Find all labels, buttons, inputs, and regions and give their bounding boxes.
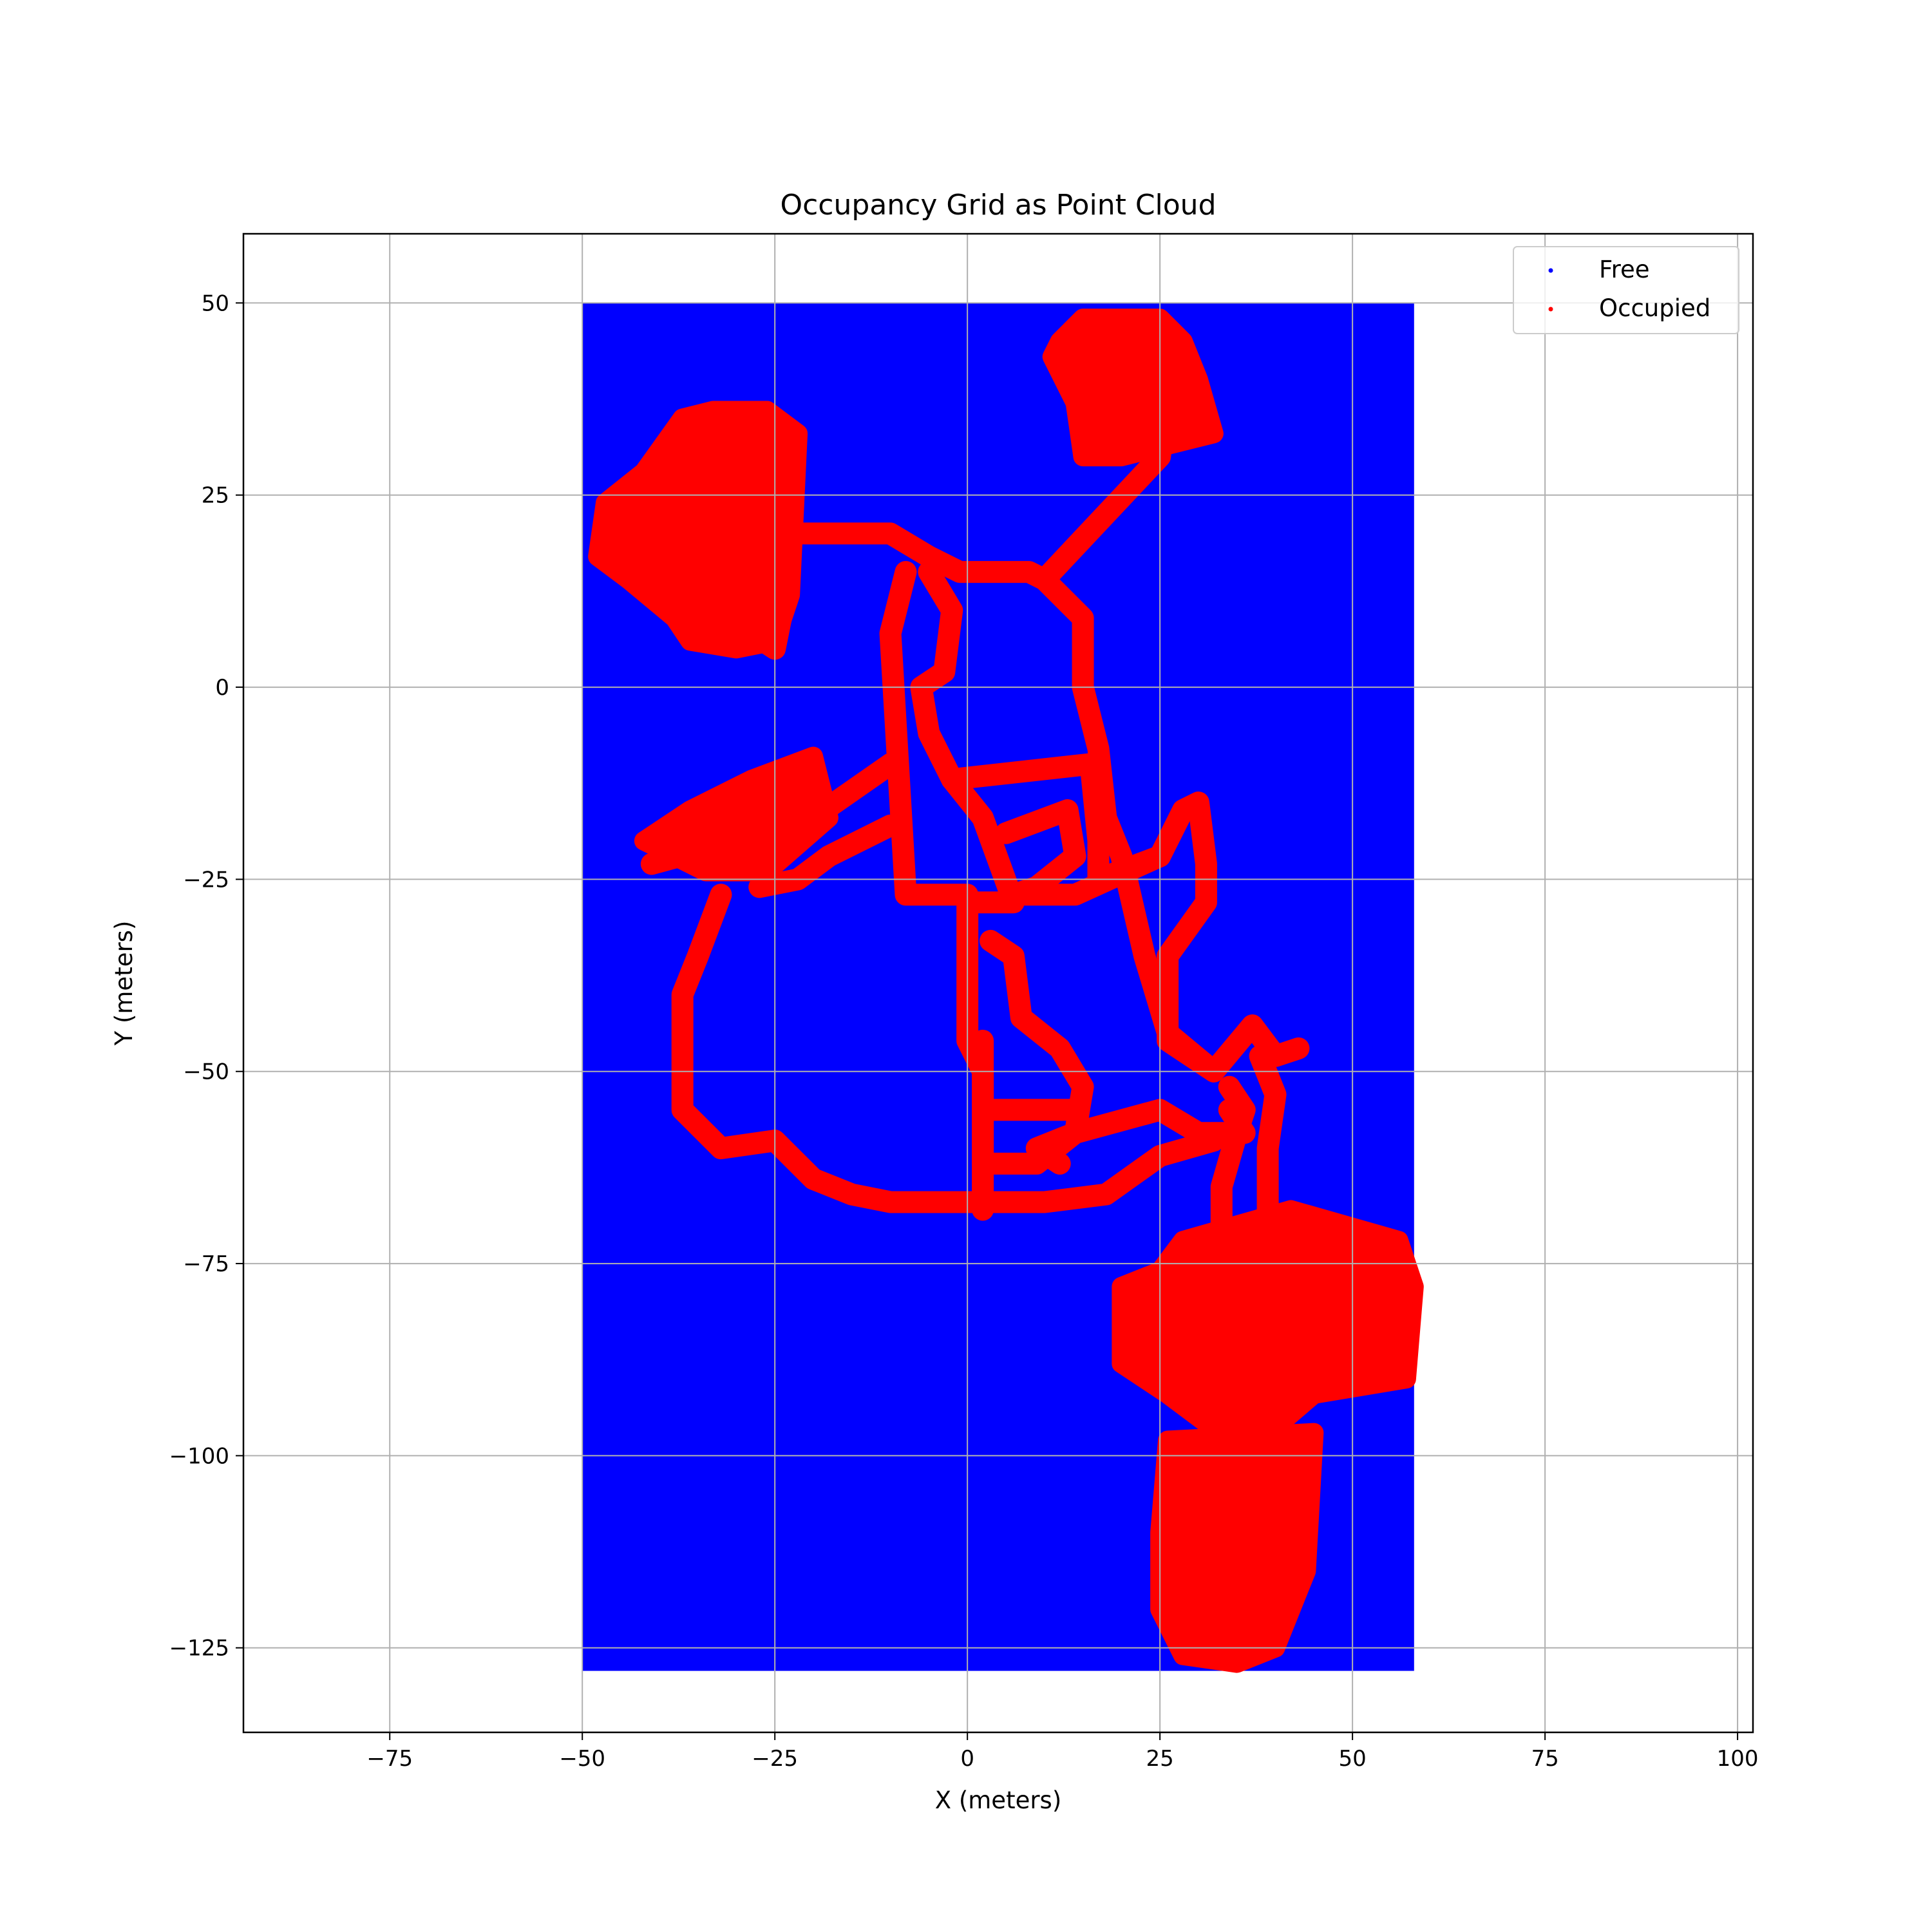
x-tick-label: −50 [559,1746,605,1772]
y-tick-label: 25 [202,483,229,509]
x-tick-label: 50 [1338,1746,1366,1772]
x-tick-label: 25 [1146,1746,1174,1772]
x-tick-label: −75 [366,1746,413,1772]
chart-title: Occupancy Grid as Point Cloud [780,189,1216,222]
occupied-corridor-13 [1210,1075,1256,1252]
x-axis-title: X (meters) [935,1786,1062,1814]
x-tick-label: −25 [752,1746,798,1772]
y-tick-label: −125 [169,1636,229,1662]
legend-occupied-label: Occupied [1599,294,1710,322]
plot-frame [242,232,1754,1734]
y-tick-label: −100 [169,1443,229,1469]
y-axis-title: Y (meters) [110,921,138,1046]
occupied-corridor-0 [787,522,1225,1083]
occupied-area-0 [1042,308,1224,467]
y-tick-label: 50 [202,290,229,316]
y-tick-label: −50 [183,1059,229,1085]
occupied-corridor-14 [1249,1045,1287,1252]
occupied-area-3 [588,401,808,659]
occupied-corridor-12 [1157,945,1310,1083]
legend-occupied-marker [1548,307,1553,312]
x-tick-label: 0 [960,1746,974,1772]
occupied-corridor-11 [671,884,1225,1213]
legend: Free Occupied [1513,246,1739,334]
legend-free-label: Free [1599,256,1650,283]
legend-free-marker [1548,268,1553,273]
x-tick-label: 75 [1531,1746,1558,1772]
occupied-area-2 [1150,1423,1324,1673]
grid-lines [243,234,1753,1732]
axis-ticks: −75 −50 −25 0 25 50 75 100 50 25 0 −25 −50 −75 −100 −12… [169,290,1759,1772]
occupied-corridor-10 [748,814,902,898]
y-tick-label: −75 [183,1251,229,1277]
occupied-corridor-5 [994,799,1171,906]
y-tick-label: 0 [215,675,229,701]
y-tick-label: −25 [183,867,229,893]
legend-box [1513,246,1739,334]
x-tick-label: 100 [1717,1746,1759,1772]
occupied-corridor-15 [1149,791,1217,967]
